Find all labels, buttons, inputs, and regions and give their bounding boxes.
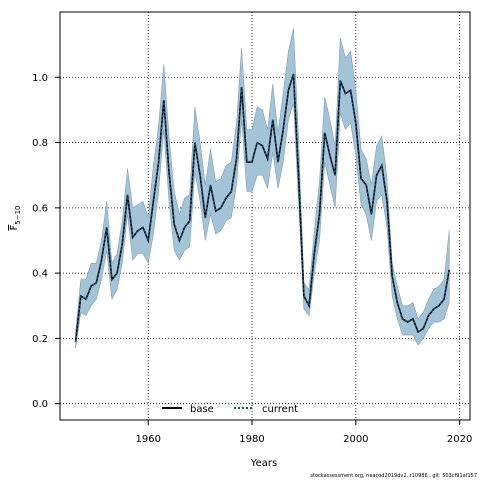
x-axis: 1960 1980 2000 2020 (136, 420, 472, 445)
x-tick-label: 2000 (343, 434, 368, 445)
y-tick-label: 0.4 (32, 269, 48, 280)
x-tick-label: 2020 (447, 434, 472, 445)
y-axis: 0.0 0.2 0.4 0.6 0.8 1.0 (32, 73, 60, 410)
y-tick-label: 1.0 (32, 73, 48, 84)
footnote: stockassessment.org, neacod2019dv2, r109… (310, 473, 477, 479)
x-tick-label: 1960 (136, 434, 161, 445)
y-axis-label-sub: 5−10 (14, 206, 22, 225)
y-tick-label: 0.2 (32, 334, 48, 345)
legend-label-current: current (262, 404, 298, 415)
y-axis-label-main: F (9, 225, 20, 231)
series-line-current (74, 73, 450, 342)
y-tick-label: 0.0 (32, 399, 48, 410)
x-axis-label: Years (250, 458, 277, 469)
y-tick-label: 0.6 (32, 203, 48, 214)
confidence-band (75, 28, 450, 349)
x-tick-label: 1980 (239, 434, 264, 445)
y-axis-label: F5−10 (9, 206, 22, 231)
plot-frame (59, 11, 471, 421)
svg-text:F5−10: F5−10 (9, 206, 22, 231)
legend: base current (162, 404, 298, 415)
y-tick-label: 0.8 (32, 138, 48, 149)
legend-label-base: base (190, 404, 214, 415)
grid (60, 12, 470, 420)
